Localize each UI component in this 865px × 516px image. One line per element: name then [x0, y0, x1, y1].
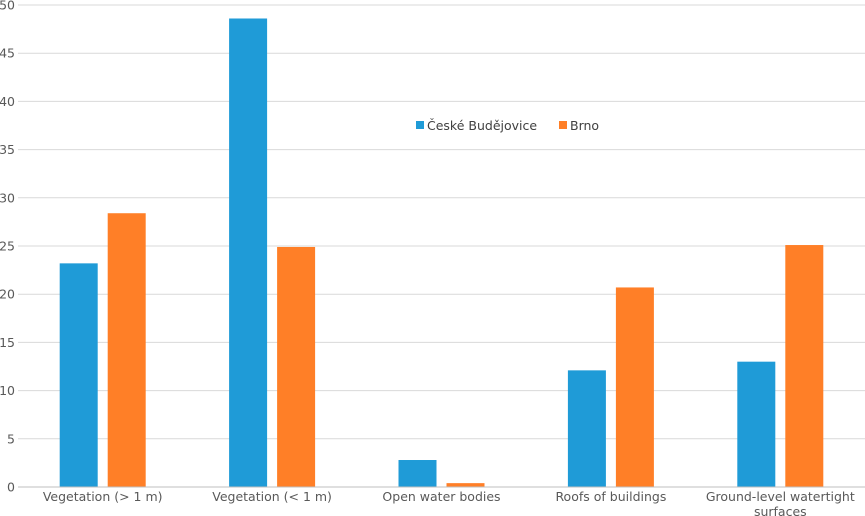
gridlines [18, 4, 865, 440]
y-tick-label: 0 [7, 480, 15, 495]
y-tick-label: 25 [0, 239, 15, 254]
category-label: surfaces [754, 504, 807, 516]
bar-series-1 [398, 460, 437, 487]
legend-swatch [416, 121, 424, 129]
bar-series-1 [567, 370, 606, 487]
category-label: Vegetation (< 1 m) [212, 489, 332, 504]
y-tick-label: 50 [0, 0, 15, 13]
bar-series-1 [59, 263, 98, 487]
y-tick-label: 40 [0, 94, 15, 109]
bar-series-2 [615, 287, 654, 487]
legend-label: České Budějovice [427, 118, 537, 133]
y-tick-label: 10 [0, 383, 15, 398]
bars [59, 18, 824, 487]
bar-series-2 [785, 245, 824, 487]
y-tick-label: 5 [7, 431, 15, 446]
bar-series-1 [737, 361, 776, 487]
y-tick-label: 15 [0, 335, 15, 350]
y-tick-label: 45 [0, 46, 15, 61]
y-tick-label: 20 [0, 287, 15, 302]
bar-series-2 [446, 483, 485, 487]
category-label: Roofs of buildings [555, 489, 666, 504]
bar-series-2 [107, 213, 146, 487]
y-axis-tick-labels: 0 5 10 15 20 25 30 35 40 45 50 [0, 0, 15, 495]
y-tick-label: 35 [0, 142, 15, 157]
legend-swatch [559, 121, 567, 129]
y-tick-label: 30 [0, 190, 15, 205]
legend: České Budějovice Brno [416, 118, 599, 133]
legend-label: Brno [570, 118, 599, 133]
x-axis-category-labels: Vegetation (> 1 m) Vegetation (< 1 m) Open… [43, 489, 855, 516]
category-label: Open water bodies [382, 489, 500, 504]
bar-series-1 [229, 18, 268, 487]
category-label: Ground-level watertight [706, 489, 855, 504]
category-label: Vegetation (> 1 m) [43, 489, 163, 504]
bar-series-2 [277, 246, 316, 487]
